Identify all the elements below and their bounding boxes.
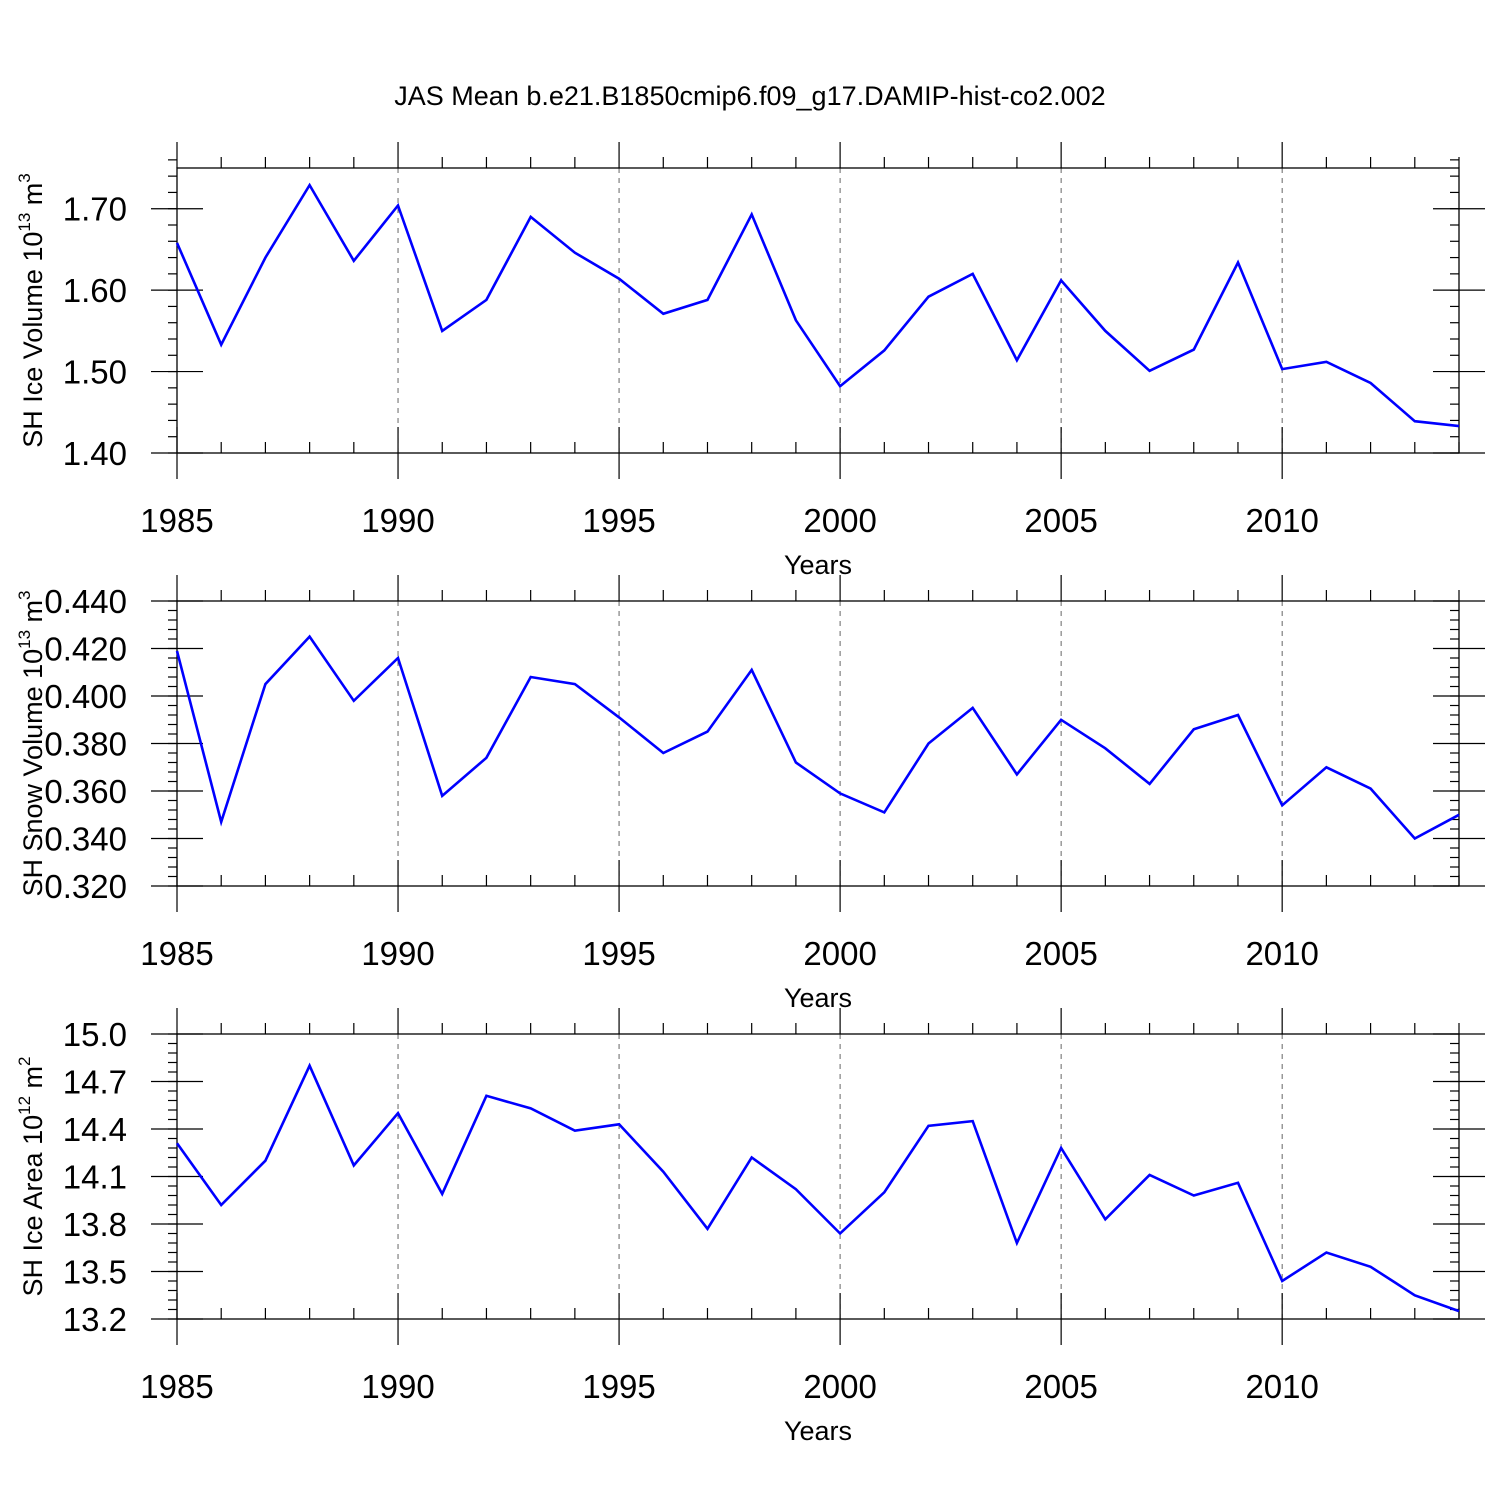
y-tick-label: 13.5 bbox=[63, 1254, 127, 1291]
y-axis-title: SH Snow Volume 1013 m3 bbox=[15, 590, 48, 896]
x-tick-label: 1990 bbox=[361, 935, 434, 972]
y-tick-label: 13.2 bbox=[63, 1301, 127, 1338]
x-tick-label: 1995 bbox=[582, 935, 655, 972]
y-tick-label: 0.340 bbox=[44, 821, 127, 858]
x-axis-title: Years bbox=[784, 983, 852, 1013]
x-tick-label: 1990 bbox=[361, 1368, 434, 1405]
x-axis-title: Years bbox=[784, 550, 852, 580]
y-tick-label: 1.50 bbox=[63, 354, 127, 391]
y-tick-label: 14.4 bbox=[63, 1111, 127, 1148]
x-tick-label: 1985 bbox=[140, 1368, 213, 1405]
y-axis-title: SH Ice Area 1012 m2 bbox=[15, 1057, 48, 1297]
x-tick-label: 2005 bbox=[1024, 935, 1097, 972]
plot-frame bbox=[176, 600, 1460, 887]
x-tick-label: 2010 bbox=[1245, 502, 1318, 539]
y-tick-label: 14.1 bbox=[63, 1159, 127, 1196]
panel-ice-area: 1985 1990 1995 2000 2005 2010 Years 13.2 13.5 13.… bbox=[15, 1008, 1485, 1446]
x-tick-label: 1995 bbox=[582, 1368, 655, 1405]
x-tick-label: 1985 bbox=[140, 935, 213, 972]
x-tick-label: 1985 bbox=[140, 502, 213, 539]
y-axis-title: SH Ice Volume 1013 m3 bbox=[15, 173, 48, 448]
y-tick-label: 13.8 bbox=[63, 1206, 127, 1243]
plot-frame bbox=[176, 1033, 1460, 1320]
x-tick-label: 2000 bbox=[803, 935, 876, 972]
y-tick-label: 0.440 bbox=[44, 583, 127, 620]
y-tick-label: 1.70 bbox=[63, 191, 127, 228]
y-tick-label: 15.0 bbox=[63, 1016, 127, 1053]
x-tick-label: 2010 bbox=[1245, 1368, 1318, 1405]
y-tick-label: 0.320 bbox=[44, 868, 127, 905]
x-tick-label: 2000 bbox=[803, 502, 876, 539]
y-tick-label: 1.40 bbox=[63, 435, 127, 472]
y-tick-label: 0.380 bbox=[44, 726, 127, 763]
y-tick-label: 14.7 bbox=[63, 1064, 127, 1101]
series-line-ice-area bbox=[175, 1062, 1460, 1313]
series-line-ice-volume bbox=[175, 182, 1460, 428]
x-tick-label: 2010 bbox=[1245, 935, 1318, 972]
y-tick-label: 0.360 bbox=[44, 773, 127, 810]
x-tick-label: 2000 bbox=[803, 1368, 876, 1405]
x-tick-label: 1995 bbox=[582, 502, 655, 539]
panel-ice-volume: 1985 1990 1995 2000 2005 2010 Years 1.40 1.50 1.6… bbox=[15, 142, 1485, 580]
x-tick-label: 2005 bbox=[1024, 1368, 1097, 1405]
panel-snow-volume: 1985 1990 1995 2000 2005 2010 Years 0.320 0.340 0… bbox=[15, 575, 1485, 1013]
x-axis-title: Years bbox=[784, 1416, 852, 1446]
y-tick-label: 0.400 bbox=[44, 678, 127, 715]
plot-frame bbox=[176, 167, 1460, 454]
x-tick-label: 1990 bbox=[361, 502, 434, 539]
series-line-snow-volume bbox=[175, 634, 1460, 841]
chart-title: JAS Mean b.e21.B1850cmip6.f09_g17.DAMIP-… bbox=[394, 81, 1105, 111]
x-tick-label: 2005 bbox=[1024, 502, 1097, 539]
y-tick-label: 1.60 bbox=[63, 272, 127, 309]
y-tick-label: 0.420 bbox=[44, 631, 127, 668]
